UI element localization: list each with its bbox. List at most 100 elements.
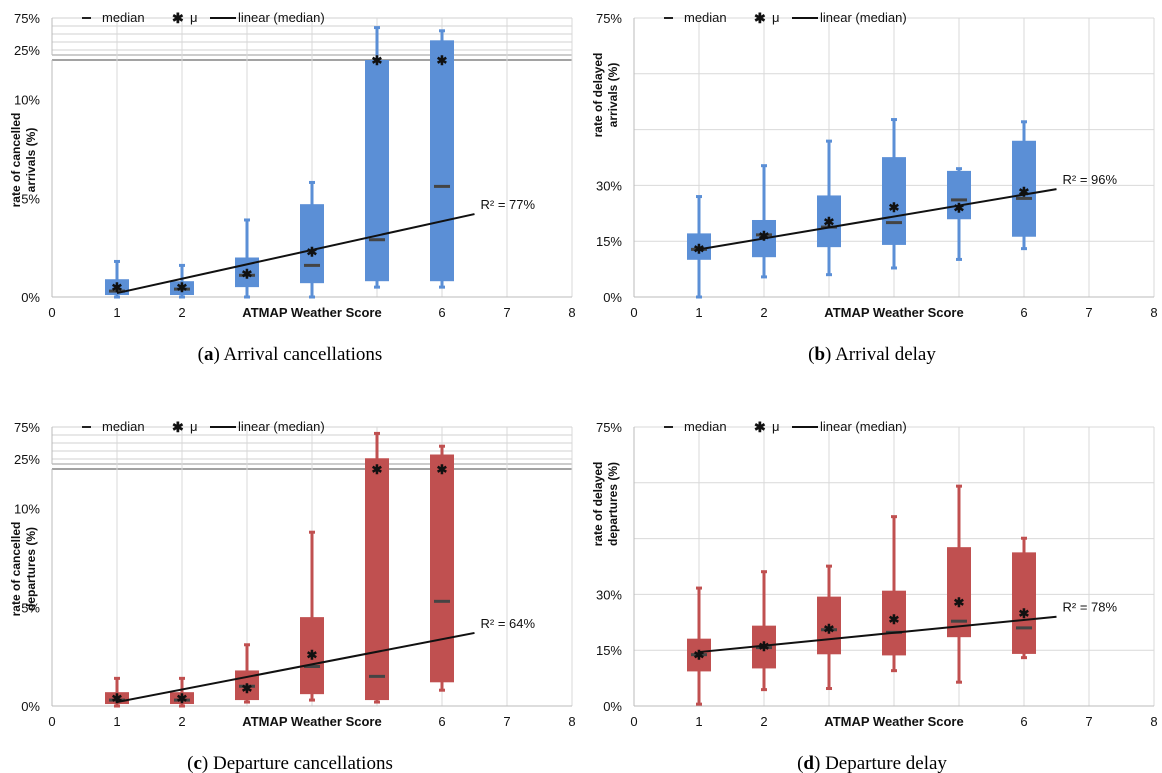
x-axis-title: ATMAP Weather Score <box>824 714 963 729</box>
figure-caption: (c) Departure cancellations <box>187 753 393 773</box>
x-axis-title: ATMAP Weather Score <box>242 305 381 320</box>
y-tick-label: 0% <box>21 290 40 305</box>
y-tick-label: 10% <box>14 93 40 108</box>
r-squared-label: R² = 64% <box>481 616 536 631</box>
legend-linear-label: linear (median) <box>238 10 325 25</box>
box-mean-marker: ✱ <box>177 280 188 295</box>
y-tick-label: 25% <box>14 43 40 58</box>
x-tick-label: 6 <box>1020 305 1027 320</box>
y-tick-label: 75% <box>14 11 40 26</box>
x-tick-label: 2 <box>178 714 185 729</box>
box-body <box>882 157 906 245</box>
figure-caption: (d) Departure delay <box>797 753 947 773</box>
caption-text: Departure cancellations <box>213 753 393 773</box>
x-tick-label: 0 <box>630 305 637 320</box>
x-tick-label: 8 <box>568 714 575 729</box>
box-body <box>1012 140 1036 237</box>
trend-line <box>116 213 475 295</box>
x-tick-label: 8 <box>568 305 575 320</box>
r-squared-label: R² = 78% <box>1063 600 1118 615</box>
x-axis-title: ATMAP Weather Score <box>824 305 963 320</box>
legend-mean-label: μ <box>772 419 780 434</box>
legend-mean-label: μ <box>772 10 780 25</box>
box-body <box>300 617 324 695</box>
y-axis-title: departures (%) <box>24 527 38 611</box>
box-mean-marker: ✱ <box>372 53 383 68</box>
x-tick-label: 1 <box>695 305 702 320</box>
legend-linear-label: linear (median) <box>820 419 907 434</box>
caption-text: Arrival cancellations <box>224 344 383 365</box>
r-squared-label: R² = 77% <box>481 197 536 212</box>
x-axis-title: ATMAP Weather Score <box>242 714 381 729</box>
box-mean-marker: ✱ <box>112 691 123 706</box>
y-tick-label: 5% <box>21 191 40 206</box>
y-tick-label: 75% <box>596 420 622 435</box>
box-mean-marker: ✱ <box>759 229 770 244</box>
box-mean-marker: ✱ <box>437 53 448 68</box>
x-tick-label: 0 <box>48 714 55 729</box>
box-mean-marker: ✱ <box>307 245 318 260</box>
caption-text: Arrival delay <box>835 344 936 365</box>
box-body-upper <box>365 458 389 464</box>
box-body <box>430 454 454 683</box>
legend-median-label: median <box>102 10 145 25</box>
x-tick-label: 2 <box>178 305 185 320</box>
box-mean-marker: ✱ <box>824 214 835 229</box>
x-tick-label: 7 <box>503 714 510 729</box>
figure-caption: (b) Arrival delay <box>808 344 936 365</box>
y-axis-title: rate of cancelled <box>9 522 23 617</box>
legend-mean-swatch: ✱ <box>172 10 184 26</box>
x-tick-label: 1 <box>695 714 702 729</box>
caption-letter: a <box>204 344 214 365</box>
y-axis-title: departures (%) <box>606 462 620 546</box>
box-mean-marker: ✱ <box>954 200 965 215</box>
caption-letter: c <box>193 753 201 773</box>
box-body <box>430 40 454 282</box>
x-tick-label: 0 <box>630 714 637 729</box>
y-tick-label: 30% <box>596 587 622 602</box>
box-mean-marker: ✱ <box>437 462 448 477</box>
y-tick-label: 15% <box>596 643 622 658</box>
box-mean-marker: ✱ <box>242 266 253 281</box>
x-tick-label: 6 <box>438 714 445 729</box>
box-body <box>947 547 971 638</box>
y-tick-label: 25% <box>14 452 40 467</box>
box-body <box>365 458 389 701</box>
caption-text: Departure delay <box>825 753 947 773</box>
chart-panel-c: 0% 5% 10% 25% 75% 0 1 2 6 7 8 ATMAP Weather Score ra… <box>9 419 576 773</box>
legend-linear-label: linear (median) <box>820 10 907 25</box>
box-mean-marker: ✱ <box>307 648 318 663</box>
box-mean-marker: ✱ <box>889 612 900 627</box>
box-mean-marker: ✱ <box>242 681 253 696</box>
box-mean-marker: ✱ <box>954 595 965 610</box>
box-body-upper <box>430 40 454 55</box>
box-mean-marker: ✱ <box>694 648 705 663</box>
box-body <box>947 170 971 220</box>
legend-mean-swatch: ✱ <box>172 419 184 435</box>
legend-linear-label: linear (median) <box>238 419 325 434</box>
y-tick-label: 10% <box>14 502 40 517</box>
box-mean-marker: ✱ <box>824 621 835 636</box>
box-body <box>365 60 389 282</box>
legend-mean-label: μ <box>190 10 198 25</box>
chart-panel-b: 0% 15% 30% 75% 0 1 2 6 7 8 ATMAP Weather Score rate… <box>591 10 1158 365</box>
y-tick-label: 75% <box>14 420 40 435</box>
trend-line <box>698 615 1057 654</box>
trend-line <box>698 188 1057 251</box>
x-tick-label: 1 <box>113 305 120 320</box>
y-axis-title: rate of cancelled <box>9 113 23 208</box>
box-body <box>817 195 841 248</box>
box-body <box>170 692 194 705</box>
box-mean-marker: ✱ <box>889 200 900 215</box>
box-body <box>1012 552 1036 654</box>
x-tick-label: 8 <box>1150 714 1157 729</box>
y-tick-label: 0% <box>603 699 622 714</box>
x-tick-label: 7 <box>503 305 510 320</box>
legend-median-label: median <box>684 10 727 25</box>
chart-panel-d: 0% 15% 30% 75% 0 1 2 6 7 8 ATMAP Weather Score rate… <box>591 419 1158 773</box>
x-tick-label: 6 <box>438 305 445 320</box>
box-mean-marker: ✱ <box>112 280 123 295</box>
legend-median-label: median <box>102 419 145 434</box>
y-tick-label: 5% <box>21 600 40 615</box>
